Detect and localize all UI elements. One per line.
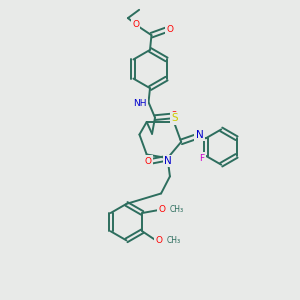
Text: CH₃: CH₃ xyxy=(169,205,184,214)
Text: N: N xyxy=(196,130,203,140)
Text: NH: NH xyxy=(134,99,147,108)
Text: O: O xyxy=(171,111,178,120)
Text: O: O xyxy=(167,25,173,34)
Text: F: F xyxy=(199,154,204,163)
Text: O: O xyxy=(132,20,139,29)
Text: O: O xyxy=(145,157,152,166)
Text: CH₃: CH₃ xyxy=(167,236,181,245)
Text: O: O xyxy=(158,205,166,214)
Text: O: O xyxy=(155,236,163,245)
Text: N: N xyxy=(164,156,172,166)
Text: S: S xyxy=(171,113,178,123)
